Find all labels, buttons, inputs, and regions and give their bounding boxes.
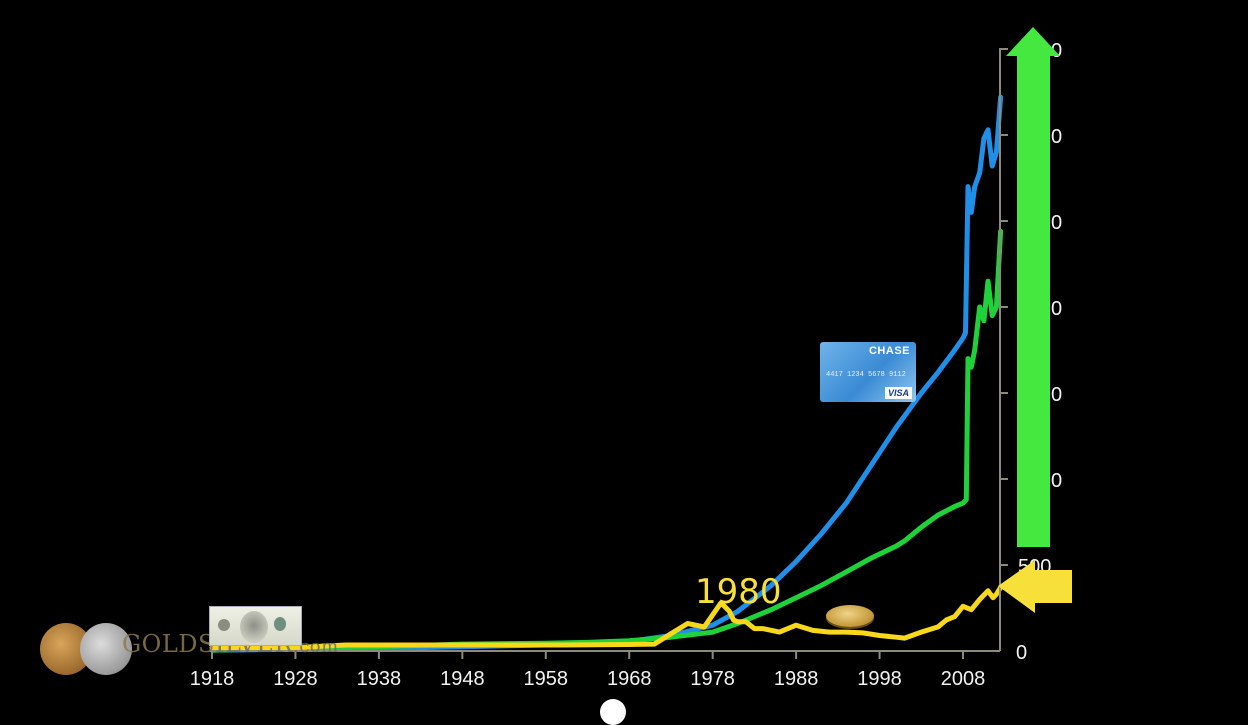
card-brand: CHASE xyxy=(868,345,910,357)
x-tick-label-2008: 2008 xyxy=(941,668,986,690)
gold-coin-image xyxy=(826,605,874,627)
series-lines xyxy=(209,94,1004,653)
x-tick-label-1968: 1968 xyxy=(607,668,652,690)
logo-text-gold: GOLDS xyxy=(122,630,215,658)
y-axis-partial-labels: 0 0 0 0 0 0 xyxy=(1051,40,1062,492)
x-tick-label-1978: 1978 xyxy=(690,668,735,690)
annotation-1980: 1980 xyxy=(695,572,782,612)
yellow-left-arrow-icon xyxy=(998,560,1072,613)
yellow-series-line xyxy=(209,584,1004,651)
y-tick-label-partial: 0 xyxy=(1051,126,1062,148)
card-network-logo: VISA xyxy=(884,387,912,399)
y-tick-label-partial: 0 xyxy=(1051,212,1062,234)
hundred-dollar-bill-image xyxy=(209,606,302,646)
x-tick-label-1998: 1998 xyxy=(857,668,902,690)
green-up-arrow-icon xyxy=(1006,27,1060,547)
y-tick-label-partial: 0 xyxy=(1051,470,1062,492)
line-chart: 1918 1928 1938 1948 1958 1968 1978 1988 1998 2008… xyxy=(190,27,1072,690)
x-tick-label-1938: 1938 xyxy=(357,668,402,690)
y-tick-label-partial: 0 xyxy=(1051,384,1062,406)
x-axis-ticks xyxy=(211,651,964,659)
y-tick-label-partial: 0 xyxy=(1051,298,1062,320)
x-tick-label-1988: 1988 xyxy=(774,668,819,690)
x-tick-label-1958: 1958 xyxy=(524,668,569,690)
video-scrubber-handle[interactable] xyxy=(600,699,626,725)
bill-portrait-icon xyxy=(240,611,268,643)
x-tick-label-1928: 1928 xyxy=(273,668,318,690)
y-tick-label-partial: 0 xyxy=(1051,40,1062,62)
green-series-line xyxy=(209,228,1004,653)
y-axis-ticks xyxy=(1000,48,1008,566)
bill-seal-icon xyxy=(218,619,230,631)
silver-eagle-coin-image xyxy=(80,623,132,675)
logo-text-suffix: .com xyxy=(292,636,339,657)
x-tick-label-1948: 1948 xyxy=(440,668,485,690)
credit-card-image: CHASE 4417 1234 5678 9112 VISA xyxy=(820,342,916,402)
x-axis-labels: 1918 1928 1938 1948 1958 1968 1978 1988 1998 2008 xyxy=(190,668,986,690)
y-tick-label-0: 0 xyxy=(1016,642,1027,664)
card-number: 4417 1234 5678 9112 xyxy=(826,371,906,379)
x-tick-label-1918: 1918 xyxy=(190,668,235,690)
bill-treasury-seal-icon xyxy=(274,617,286,631)
